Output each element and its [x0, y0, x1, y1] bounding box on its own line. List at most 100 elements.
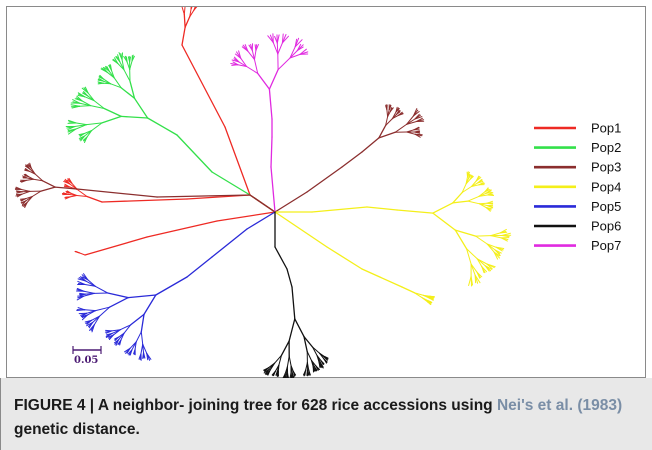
clade-pop3-east-branch	[396, 111, 401, 115]
clade-pop4-branch	[432, 202, 454, 214]
clade-pop2-branch	[129, 60, 133, 70]
clade-pop5-branch	[107, 292, 129, 299]
clade-pop4-south-trunk	[274, 211, 328, 248]
clade-pop3-west-branch	[30, 167, 36, 175]
clade-pop6-branch	[288, 318, 296, 342]
caption-citation-link[interactable]: Nei's et al. (1983)	[496, 397, 623, 414]
clade-pop1-west-branch	[66, 190, 72, 194]
clade-pop4-south-branch	[428, 297, 434, 301]
clade-pop5-branch	[81, 314, 89, 318]
clade-pop3-west-trunk	[249, 194, 276, 213]
clade-pop3-east-branch	[406, 131, 416, 135]
clade-pop4-branch	[484, 265, 490, 272]
caption-text: A neighbor- joining tree for 628 rice ac…	[97, 397, 497, 414]
clade-pop6-branch	[275, 370, 278, 376]
clade-pop3-east-branch	[406, 121, 417, 125]
clade-pop4-south-branch	[423, 294, 430, 299]
clade-pop5-branch	[84, 284, 96, 287]
clade-pop4-branch	[467, 171, 470, 178]
clade-pop4-branch	[486, 263, 493, 270]
clade-pop2-branch	[106, 66, 110, 72]
clade-pop5-branch	[143, 294, 157, 316]
clade-pop4-branch	[465, 178, 471, 185]
clade-pop5-branch	[129, 341, 137, 349]
clade-pop5-branch	[84, 309, 97, 312]
clade-pop1-north-branch	[189, 9, 195, 18]
clade-pop7-branch	[254, 50, 257, 61]
clade-pop6-branch	[315, 365, 319, 371]
clade-pop4-branch	[467, 195, 480, 202]
clade-pop7-branch	[233, 56, 240, 63]
clade-pop2-branch	[126, 56, 128, 63]
clade-pop3-east-branch	[394, 123, 407, 133]
clade-pop7-branch	[247, 50, 255, 61]
clade-pop6-branch	[274, 354, 282, 364]
legend-label-pop5: Pop5	[591, 199, 621, 214]
clade-pop2-branch	[83, 130, 93, 134]
clade-pop1-sw-trunk	[146, 220, 218, 238]
clade-pop3-west-branch	[29, 162, 32, 169]
clade-pop6-branch	[319, 352, 325, 360]
clade-pop5-branch	[118, 332, 125, 338]
clade-pop5-branch	[105, 329, 113, 332]
clade-pop7-branch	[276, 34, 280, 44]
clade-pop6-branch	[278, 354, 282, 366]
clade-pop6-branch	[263, 367, 270, 371]
clade-pop4-branch	[478, 194, 488, 197]
clade-pop1-sw-trunk	[216, 211, 276, 222]
clade-pop4-branch	[466, 248, 472, 265]
clade-pop3-west-branch	[25, 173, 29, 177]
clade-pop5-branch	[77, 307, 86, 311]
clade-pop6-branch	[306, 369, 308, 376]
clade-pop2-branch	[146, 117, 178, 136]
clade-pop6-branch	[323, 356, 328, 361]
clade-pop1-north-trunk	[224, 126, 251, 196]
clade-pop3-east-branch	[397, 113, 404, 116]
clade-pop4-south-trunk	[361, 268, 403, 288]
legend: Pop1 Pop2 Pop3 Pop4 Pop5 Pop6 Pop7	[534, 121, 621, 253]
clade-pop6-branch	[291, 286, 296, 320]
clade-pop6-branch	[288, 355, 292, 366]
clade-pop6-trunk	[286, 268, 293, 288]
clade-pop1-sw-branch	[78, 252, 86, 256]
clade-pop3-west-branch	[15, 186, 22, 190]
clade-pop5-branch	[99, 306, 110, 317]
clade-pop2-branch	[78, 133, 85, 136]
clade-pop2-branch	[86, 122, 103, 126]
tree-trunks	[76, 44, 403, 288]
clade-pop4-branch	[484, 189, 491, 193]
clade-pop7-branch	[272, 42, 279, 55]
clade-pop2-branch	[101, 115, 122, 124]
clade-pop1-north-branch	[184, 16, 191, 28]
clade-pop5-branch	[124, 347, 131, 353]
clade-pop4-branch	[432, 212, 456, 231]
clade-pop3-west-branch	[21, 189, 31, 192]
clade-pop5-branch	[107, 334, 115, 338]
clade-pop4-branch	[494, 249, 501, 256]
clade-pop4-branch	[452, 191, 463, 204]
clade-pop6-branch	[312, 346, 318, 357]
clade-pop2-branch	[87, 92, 95, 102]
clade-pop6-branch	[323, 358, 327, 364]
clade-pop4-south-branch	[428, 296, 434, 300]
clade-pop6-branch	[305, 362, 308, 371]
clade-pop6-branch	[263, 368, 270, 374]
clade-pop2-branch	[133, 97, 149, 119]
clade-pop3-west-trunk	[156, 194, 251, 198]
clade-pop7-branch	[251, 49, 255, 61]
clade-pop4-branch	[485, 192, 493, 194]
clade-pop5-branch	[77, 280, 86, 285]
clade-pop5-trunk	[211, 228, 248, 258]
clade-pop6-branch	[316, 355, 320, 363]
clade-pop1-west-branch	[64, 183, 71, 188]
clade-pop4-branch	[452, 200, 469, 204]
clade-pop4-south-trunk	[326, 246, 363, 270]
clade-pop2-branch	[72, 99, 81, 104]
clade-pop5-branch	[79, 292, 86, 295]
legend-label-pop3: Pop3	[591, 160, 621, 175]
clade-pop5-trunk	[246, 211, 276, 230]
clade-pop2-branch	[67, 119, 77, 124]
clade-pop6-branch	[268, 362, 276, 369]
clade-pop3-west-branch	[19, 198, 26, 200]
clade-pop4-south-branch	[429, 295, 435, 298]
